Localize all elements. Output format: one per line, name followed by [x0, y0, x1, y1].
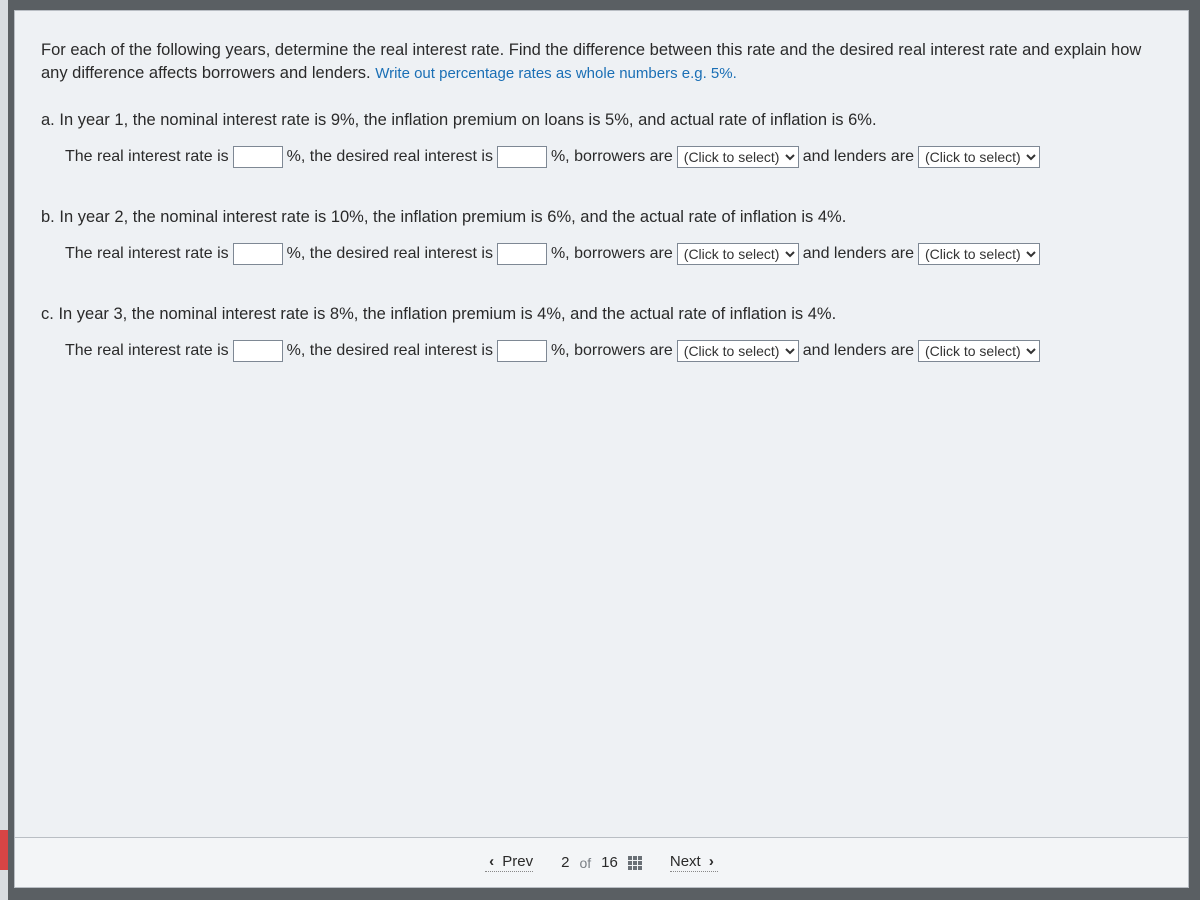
page-counter: 2 of 16	[561, 854, 642, 871]
part-b-desired-rate-input[interactable]	[497, 243, 547, 265]
question-panel: For each of the following years, determi…	[14, 10, 1189, 888]
part-a-real-rate-input[interactable]	[233, 146, 283, 168]
answer-text: %, the desired real interest is	[287, 245, 493, 263]
part-a-desired-rate-input[interactable]	[497, 146, 547, 168]
part-a-borrowers-select[interactable]: (Click to select)	[677, 146, 799, 168]
left-rail-marker	[0, 830, 8, 870]
part-c-borrowers-select[interactable]: (Click to select)	[677, 340, 799, 362]
instructions-hint: Write out percentage rates as whole numb…	[375, 65, 737, 82]
pager-bar: ‹ Prev 2 of 16 Next ›	[15, 837, 1188, 887]
next-button[interactable]: Next ›	[670, 853, 718, 872]
part-a-prompt: a. In year 1, the nominal interest rate …	[41, 109, 1162, 132]
part-a-text: In year 1, the nominal interest rate is …	[59, 111, 876, 129]
part-c-answer-row: The real interest rate is %, the desired…	[65, 340, 1162, 362]
answer-text: %, the desired real interest is	[287, 342, 493, 360]
left-rail	[0, 0, 8, 900]
part-b-answer-row: The real interest rate is %, the desired…	[65, 243, 1162, 265]
answer-text: The real interest rate is	[65, 342, 229, 360]
part-c-label: c.	[41, 305, 54, 323]
answer-text: The real interest rate is	[65, 245, 229, 263]
part-c-text: In year 3, the nominal interest rate is …	[58, 305, 836, 323]
part-b-prompt: b. In year 2, the nominal interest rate …	[41, 206, 1162, 229]
prev-button[interactable]: ‹ Prev	[485, 853, 533, 872]
prev-label: Prev	[502, 853, 533, 870]
answer-text: %, borrowers are	[551, 342, 673, 360]
answer-text: %, borrowers are	[551, 245, 673, 263]
part-c-lenders-select[interactable]: (Click to select)	[918, 340, 1040, 362]
answer-text: The real interest rate is	[65, 148, 229, 166]
page-total: 16	[601, 854, 618, 871]
question-instructions: For each of the following years, determi…	[41, 39, 1162, 85]
chevron-right-icon: ›	[709, 853, 714, 870]
answer-text: and lenders are	[803, 245, 914, 263]
part-b-label: b.	[41, 208, 55, 226]
part-c-prompt: c. In year 3, the nominal interest rate …	[41, 303, 1162, 326]
answer-text: %, the desired real interest is	[287, 148, 493, 166]
part-a-answer-row: The real interest rate is %, the desired…	[65, 146, 1162, 168]
page-of: of	[579, 855, 591, 871]
part-c-real-rate-input[interactable]	[233, 340, 283, 362]
part-c-desired-rate-input[interactable]	[497, 340, 547, 362]
answer-text: %, borrowers are	[551, 148, 673, 166]
page-current: 2	[561, 854, 569, 871]
answer-text: and lenders are	[803, 342, 914, 360]
part-b-lenders-select[interactable]: (Click to select)	[918, 243, 1040, 265]
next-label: Next	[670, 853, 701, 870]
part-b-text: In year 2, the nominal interest rate is …	[59, 208, 846, 226]
part-b-real-rate-input[interactable]	[233, 243, 283, 265]
answer-text: and lenders are	[803, 148, 914, 166]
part-a-label: a.	[41, 111, 55, 129]
chevron-left-icon: ‹	[489, 853, 494, 870]
grid-icon[interactable]	[628, 856, 642, 870]
part-b-borrowers-select[interactable]: (Click to select)	[677, 243, 799, 265]
part-a-lenders-select[interactable]: (Click to select)	[918, 146, 1040, 168]
